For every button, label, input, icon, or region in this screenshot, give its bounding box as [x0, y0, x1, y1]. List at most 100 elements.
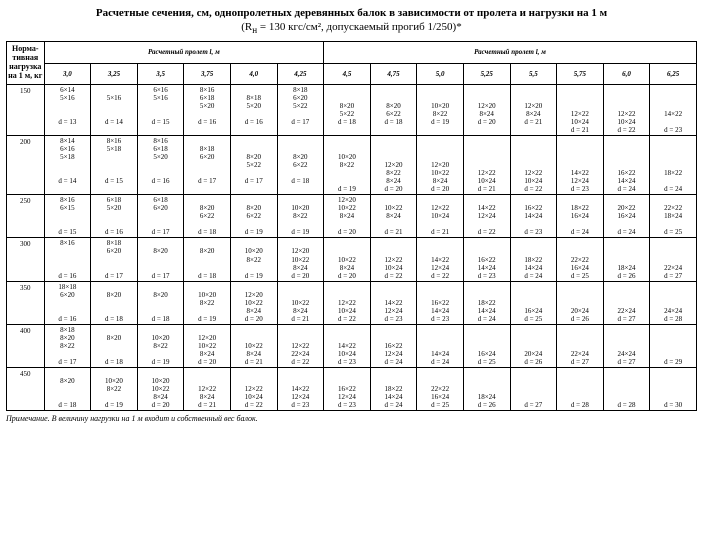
cell: 12×22 10×24 d = 22: [230, 368, 277, 411]
cell: 8×20 6×22 d = 18: [277, 135, 324, 194]
cell: 16×22 14×24 d = 24: [603, 135, 650, 194]
cell: 8×16 5×18 d = 15: [91, 135, 138, 194]
cell: d = 29: [650, 324, 697, 367]
col-header: 4,25: [277, 63, 324, 84]
cell: 10×20 8×22 d = 19: [230, 238, 277, 281]
cell: 20×24 d = 26: [557, 281, 604, 324]
cell: 12×20 8×24 d = 20: [463, 84, 510, 135]
col-header: 3,75: [184, 63, 231, 84]
cell: 12×20 10×22 8×24 d = 20: [277, 238, 324, 281]
row-header: 350: [7, 281, 45, 324]
cell: 12×22 10×24 d = 21: [557, 84, 604, 135]
cell: 22×24 d = 27: [603, 281, 650, 324]
group-right: Расчетный пролет l, м: [324, 42, 697, 63]
cell: 8×16 6×15 d = 15: [44, 195, 91, 238]
row-header: 450: [7, 368, 45, 411]
cell: 12×22 10×24 d = 22: [324, 281, 371, 324]
cell: 12×22 10×24 d = 22: [603, 84, 650, 135]
title-main: Расчетные сечения, см, однопролетных дер…: [96, 7, 607, 19]
cell: 10×20 8×22 d = 19: [324, 135, 371, 194]
cell: 8×20 d = 18: [44, 368, 91, 411]
cell: 22×24 d = 27: [650, 238, 697, 281]
cell: 20×24 d = 26: [510, 324, 557, 367]
cell: 8×16 6×18 5×20 d = 16: [137, 135, 184, 194]
table-row: 3008×16 d = 168×18 6×20 d = 17 8×20 d = …: [7, 238, 697, 281]
cell: 16×22 14×24 d = 23: [463, 238, 510, 281]
cell: 6×18 5×20 d = 16: [91, 195, 138, 238]
cell: 22×24 d = 27: [557, 324, 604, 367]
col-header: 6,25: [650, 63, 697, 84]
cell: 16×22 14×24 d = 23: [510, 195, 557, 238]
col-header: 3,25: [91, 63, 138, 84]
cell: 24×24 d = 28: [650, 281, 697, 324]
cell: 8×20 d = 18: [137, 281, 184, 324]
table-row: 1506×14 5×16 d = 13 5×16 d = 146×16 5×16…: [7, 84, 697, 135]
table-row: 2508×16 6×15 d = 156×18 5×20 d = 166×18 …: [7, 195, 697, 238]
cell: d = 28: [603, 368, 650, 411]
cell: 14×22 12×24 d = 23: [370, 281, 417, 324]
cell: 8×20 5×22 d = 17: [230, 135, 277, 194]
cell: 8×20 d = 18: [91, 281, 138, 324]
title: Расчетные сечения, см, однопролетных дер…: [6, 6, 697, 37]
col-header: 5,25: [463, 63, 510, 84]
cell: 14×22 12×24 d = 23: [277, 368, 324, 411]
row-header: 150: [7, 84, 45, 135]
beam-table: Норма- тивная нагрузка на 1 м, кг Расчет…: [6, 41, 697, 411]
col-header: 4,75: [370, 63, 417, 84]
cell: 10×20 8×22 d = 19: [184, 281, 231, 324]
table-row: 450 8×20 d = 18 10×20 8×22 d = 19 10×20 …: [7, 368, 697, 411]
cell: 12×22 10×24 d = 21: [463, 135, 510, 194]
row-header: 250: [7, 195, 45, 238]
col-header: 5,5: [510, 63, 557, 84]
table-row: 4008×18 8×20 8×22 d = 17 8×20 d = 18 10×…: [7, 324, 697, 367]
tbody: 1506×14 5×16 d = 13 5×16 d = 146×16 5×16…: [7, 84, 697, 411]
cell: 18×22 14×24 d = 24: [510, 238, 557, 281]
cell: 22×22 16×24 d = 25: [417, 368, 464, 411]
row-header: 200: [7, 135, 45, 194]
cell: 12×22 10×24 d = 21: [417, 195, 464, 238]
cell: 14×24 d = 24: [417, 324, 464, 367]
cell: 18×24 d = 26: [463, 368, 510, 411]
cell: 10×20 8×22 d = 19: [91, 368, 138, 411]
cell: d = 30: [650, 368, 697, 411]
cell: 8×18 6×20 d = 17: [91, 238, 138, 281]
col-header: 4,5: [324, 63, 371, 84]
cell: 12×20 8×22 8×24 d = 20: [370, 135, 417, 194]
cell: 18×18 6×20 d = 16: [44, 281, 91, 324]
cell: 12×20 10×22 8×24 d = 20: [230, 281, 277, 324]
cell: 14×22 12×24 d = 23: [557, 135, 604, 194]
table-row: 2008×14 6×16 5×18 d = 148×16 5×18 d = 15…: [7, 135, 697, 194]
col-header: 5,75: [557, 63, 604, 84]
cell: 14×22 12×24 d = 22: [417, 238, 464, 281]
col-header: 5,0: [417, 63, 464, 84]
cell: 16×22 12×24 d = 24: [370, 324, 417, 367]
cell: 16×24 d = 25: [463, 324, 510, 367]
cell: 16×24 d = 25: [510, 281, 557, 324]
cell: 24×24 d = 27: [603, 324, 650, 367]
cell: 10×20 8×22 d = 19: [417, 84, 464, 135]
cell: 16×22 12×24 d = 23: [324, 368, 371, 411]
cell: 8×20 6×22 d = 18: [184, 195, 231, 238]
cell: 10×22 8×24 d = 21: [370, 195, 417, 238]
cell: 10×22 8×24 d = 20: [324, 238, 371, 281]
col-header: 4,0: [230, 63, 277, 84]
cell: 10×22 8×24 d = 21: [230, 324, 277, 367]
cell: 8×20 d = 18: [184, 238, 231, 281]
cell: 8×18 8×20 8×22 d = 17: [44, 324, 91, 367]
cell: 8×18 6×20 d = 17: [184, 135, 231, 194]
cell: 22×22 16×24 d = 25: [557, 238, 604, 281]
cell: 22×22 18×24 d = 25: [650, 195, 697, 238]
cell: 12×20 8×24 d = 21: [510, 84, 557, 135]
cell: 12×22 10×24 d = 22: [510, 135, 557, 194]
cell: 8×20 d = 18: [91, 324, 138, 367]
cell: d = 27: [510, 368, 557, 411]
cell: 6×16 5×16 d = 15: [137, 84, 184, 135]
cell: 5×16 d = 14: [91, 84, 138, 135]
cell: 8×14 6×16 5×18 d = 14: [44, 135, 91, 194]
cell: 10×20 10×22 8×24 d = 20: [137, 368, 184, 411]
cell: 8×20 5×22 d = 18: [324, 84, 371, 135]
row-header: 300: [7, 238, 45, 281]
col-header: 6,0: [603, 63, 650, 84]
cell: 12×22 22×24 d = 22: [277, 324, 324, 367]
cell: 8×20 d = 17: [137, 238, 184, 281]
